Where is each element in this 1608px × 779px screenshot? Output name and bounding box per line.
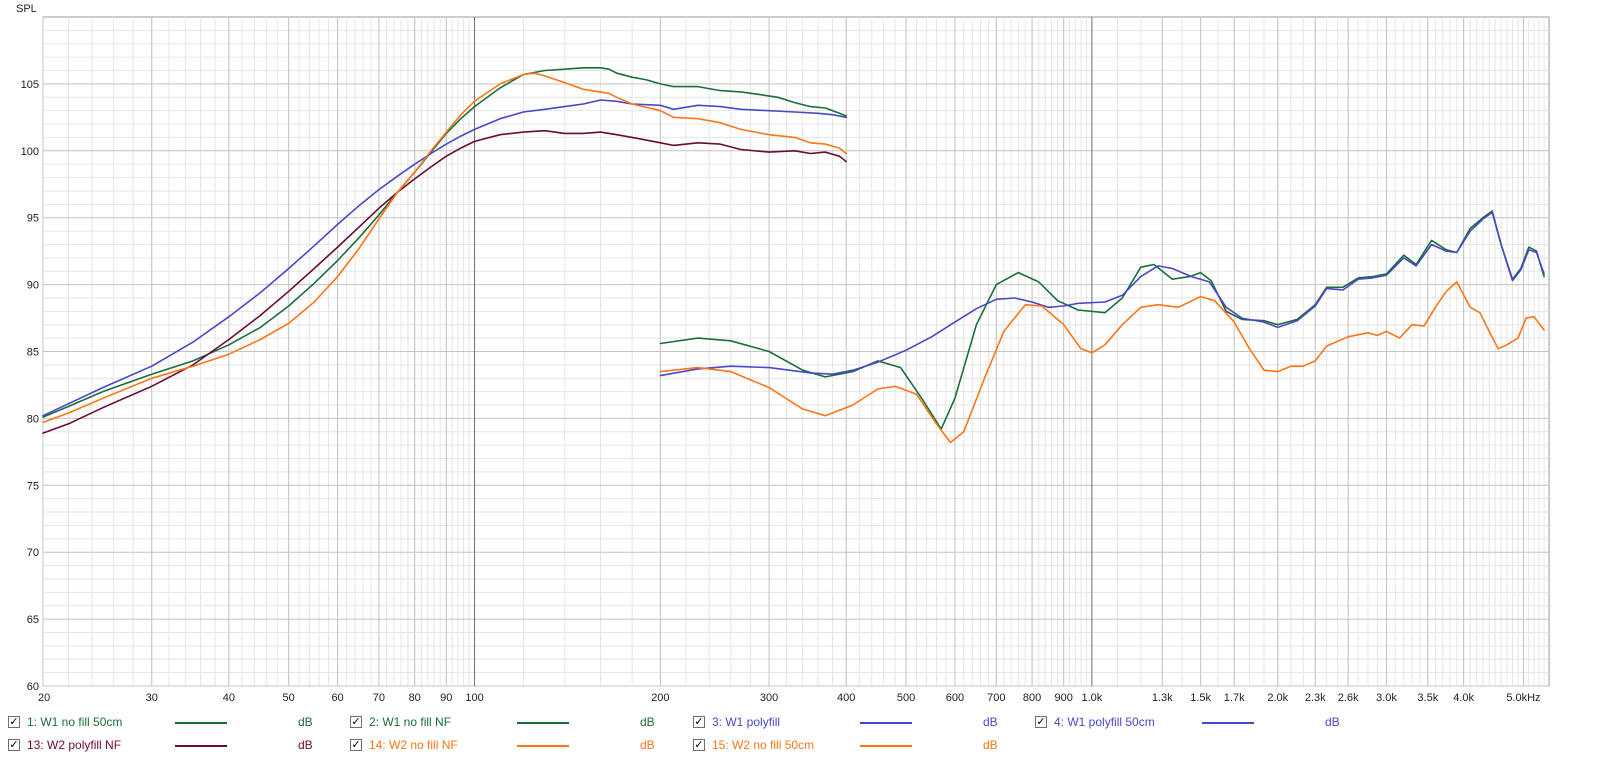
y-axis-label: SPL bbox=[16, 3, 37, 15]
x-tick-label: 200 bbox=[651, 692, 669, 704]
x-tick-label: 30 bbox=[146, 692, 158, 704]
legend-unit: dB bbox=[298, 715, 313, 729]
legend-unit: dB bbox=[1325, 715, 1340, 729]
y-tick-label: 70 bbox=[27, 547, 39, 559]
legend-label: 14: W2 no fill NF bbox=[369, 738, 458, 752]
legend-checkbox[interactable]: ✓ bbox=[350, 716, 362, 728]
legend-label: 4: W1 polyfill 50cm bbox=[1054, 715, 1155, 729]
legend-swatch bbox=[517, 722, 569, 724]
series-line-4 bbox=[42, 99, 847, 417]
x-tick-label: 40 bbox=[223, 692, 235, 704]
legend-unit: dB bbox=[983, 738, 998, 752]
legend-swatch bbox=[860, 745, 912, 747]
legend-label: 13: W2 polyfill NF bbox=[27, 738, 122, 752]
series-line-6 bbox=[42, 72, 847, 424]
x-tick-label: 700 bbox=[987, 692, 1005, 704]
legend-swatch bbox=[1202, 722, 1254, 724]
legend-checkbox[interactable]: ✓ bbox=[1035, 716, 1047, 728]
x-tick-label: 3.5k bbox=[1417, 692, 1438, 704]
x-tick-label: 2.6k bbox=[1338, 692, 1359, 704]
x-tick-label: 60 bbox=[331, 692, 343, 704]
x-tick-label: 20 bbox=[38, 692, 50, 704]
legend-checkbox[interactable]: ✓ bbox=[693, 739, 705, 751]
legend-unit: dB bbox=[640, 738, 655, 752]
legend-checkbox[interactable]: ✓ bbox=[8, 739, 20, 751]
legend-item-1[interactable]: ✓ 1: W1 no fill 50cm dB bbox=[0, 713, 343, 733]
series-line-5 bbox=[42, 129, 847, 434]
x-tick-label: 400 bbox=[837, 692, 855, 704]
x-tick-label: 2.0k bbox=[1267, 692, 1288, 704]
legend-item-2[interactable]: ✓ 2: W1 no fill NF dB bbox=[342, 713, 685, 733]
legend-row-1: ✓ 1: W1 no fill 50cm dB ✓ 2: W1 no fill … bbox=[0, 713, 1608, 733]
series-line-7 bbox=[659, 281, 1545, 444]
x-tick-label: 800 bbox=[1023, 692, 1041, 704]
x-tick-label: 600 bbox=[946, 692, 964, 704]
legend-label: 1: W1 no fill 50cm bbox=[27, 715, 123, 729]
x-tick-label: 1.5k bbox=[1190, 692, 1211, 704]
series-line-1 bbox=[659, 210, 1545, 430]
x-tick-label: 1.0k bbox=[1082, 692, 1103, 704]
x-tick-label: 900 bbox=[1054, 692, 1072, 704]
tick-labels: 60 65 70 75 80 85 90 95 100 105 20 30 40 50 60 70 80 90 10… bbox=[21, 79, 1541, 704]
legend-checkbox[interactable]: ✓ bbox=[693, 716, 705, 728]
spl-chart: 60 65 70 75 80 85 90 95 100 105 20 30 40 50 60 70 80 90 10… bbox=[16, 3, 1550, 704]
y-tick-label: 65 bbox=[27, 614, 39, 626]
y-tick-label: 85 bbox=[27, 347, 39, 359]
legend-unit: dB bbox=[640, 715, 655, 729]
legend-item-4[interactable]: ✓ 4: W1 polyfill 50cm dB bbox=[1027, 713, 1370, 733]
x-tick-label: 4.0k bbox=[1453, 692, 1474, 704]
x-tick-label: 500 bbox=[897, 692, 915, 704]
x-tick-label: 50 bbox=[283, 692, 295, 704]
legend-item-14[interactable]: ✓ 14: W2 no fill NF dB bbox=[342, 736, 685, 756]
x-tick-label: 80 bbox=[409, 692, 421, 704]
legend-swatch bbox=[860, 722, 912, 724]
major-grid bbox=[42, 17, 1549, 687]
x-tick-label: 1.7k bbox=[1224, 692, 1245, 704]
legend-label: 15: W2 no fill 50cm bbox=[712, 738, 815, 752]
x-tick-label: 5.0kHz bbox=[1506, 692, 1540, 704]
x-tick-label: 2.3k bbox=[1305, 692, 1326, 704]
x-tick-label: 70 bbox=[373, 692, 385, 704]
legend-unit: dB bbox=[983, 715, 998, 729]
legend-swatch bbox=[517, 745, 569, 747]
y-tick-label: 95 bbox=[27, 213, 39, 225]
y-tick-label: 90 bbox=[27, 280, 39, 292]
y-tick-label: 80 bbox=[27, 413, 39, 425]
legend-item-15[interactable]: ✓ 15: W2 no fill 50cm dB bbox=[685, 736, 1028, 756]
y-tick-label: 100 bbox=[21, 146, 39, 158]
x-tick-label: 300 bbox=[760, 692, 778, 704]
legend: ✓ 1: W1 no fill 50cm dB ✓ 2: W1 no fill … bbox=[0, 708, 1608, 779]
series-group bbox=[42, 67, 1545, 444]
y-tick-label: 105 bbox=[21, 79, 39, 91]
legend-item-3[interactable]: ✓ 3: W1 polyfill dB bbox=[685, 713, 1028, 733]
legend-unit: dB bbox=[298, 738, 313, 752]
y-tick-label: 75 bbox=[27, 480, 39, 492]
legend-label: 3: W1 polyfill bbox=[712, 715, 781, 729]
x-tick-label: 3.0k bbox=[1376, 692, 1397, 704]
x-tick-label: 1.3k bbox=[1152, 692, 1173, 704]
y-tick-label: 60 bbox=[27, 681, 39, 693]
legend-item-13[interactable]: ✓ 13: W2 polyfill NF dB bbox=[0, 736, 343, 756]
x-tick-label: 90 bbox=[440, 692, 452, 704]
legend-checkbox[interactable]: ✓ bbox=[350, 739, 362, 751]
legend-checkbox[interactable]: ✓ bbox=[8, 716, 20, 728]
series-line-3 bbox=[659, 211, 1545, 377]
legend-row-2: ✓ 13: W2 polyfill NF dB ✓ 14: W2 no fill… bbox=[0, 736, 1608, 756]
legend-swatch bbox=[175, 745, 227, 747]
x-tick-label: 100 bbox=[465, 692, 483, 704]
legend-label: 2: W1 no fill NF bbox=[369, 715, 452, 729]
legend-swatch bbox=[175, 722, 227, 724]
